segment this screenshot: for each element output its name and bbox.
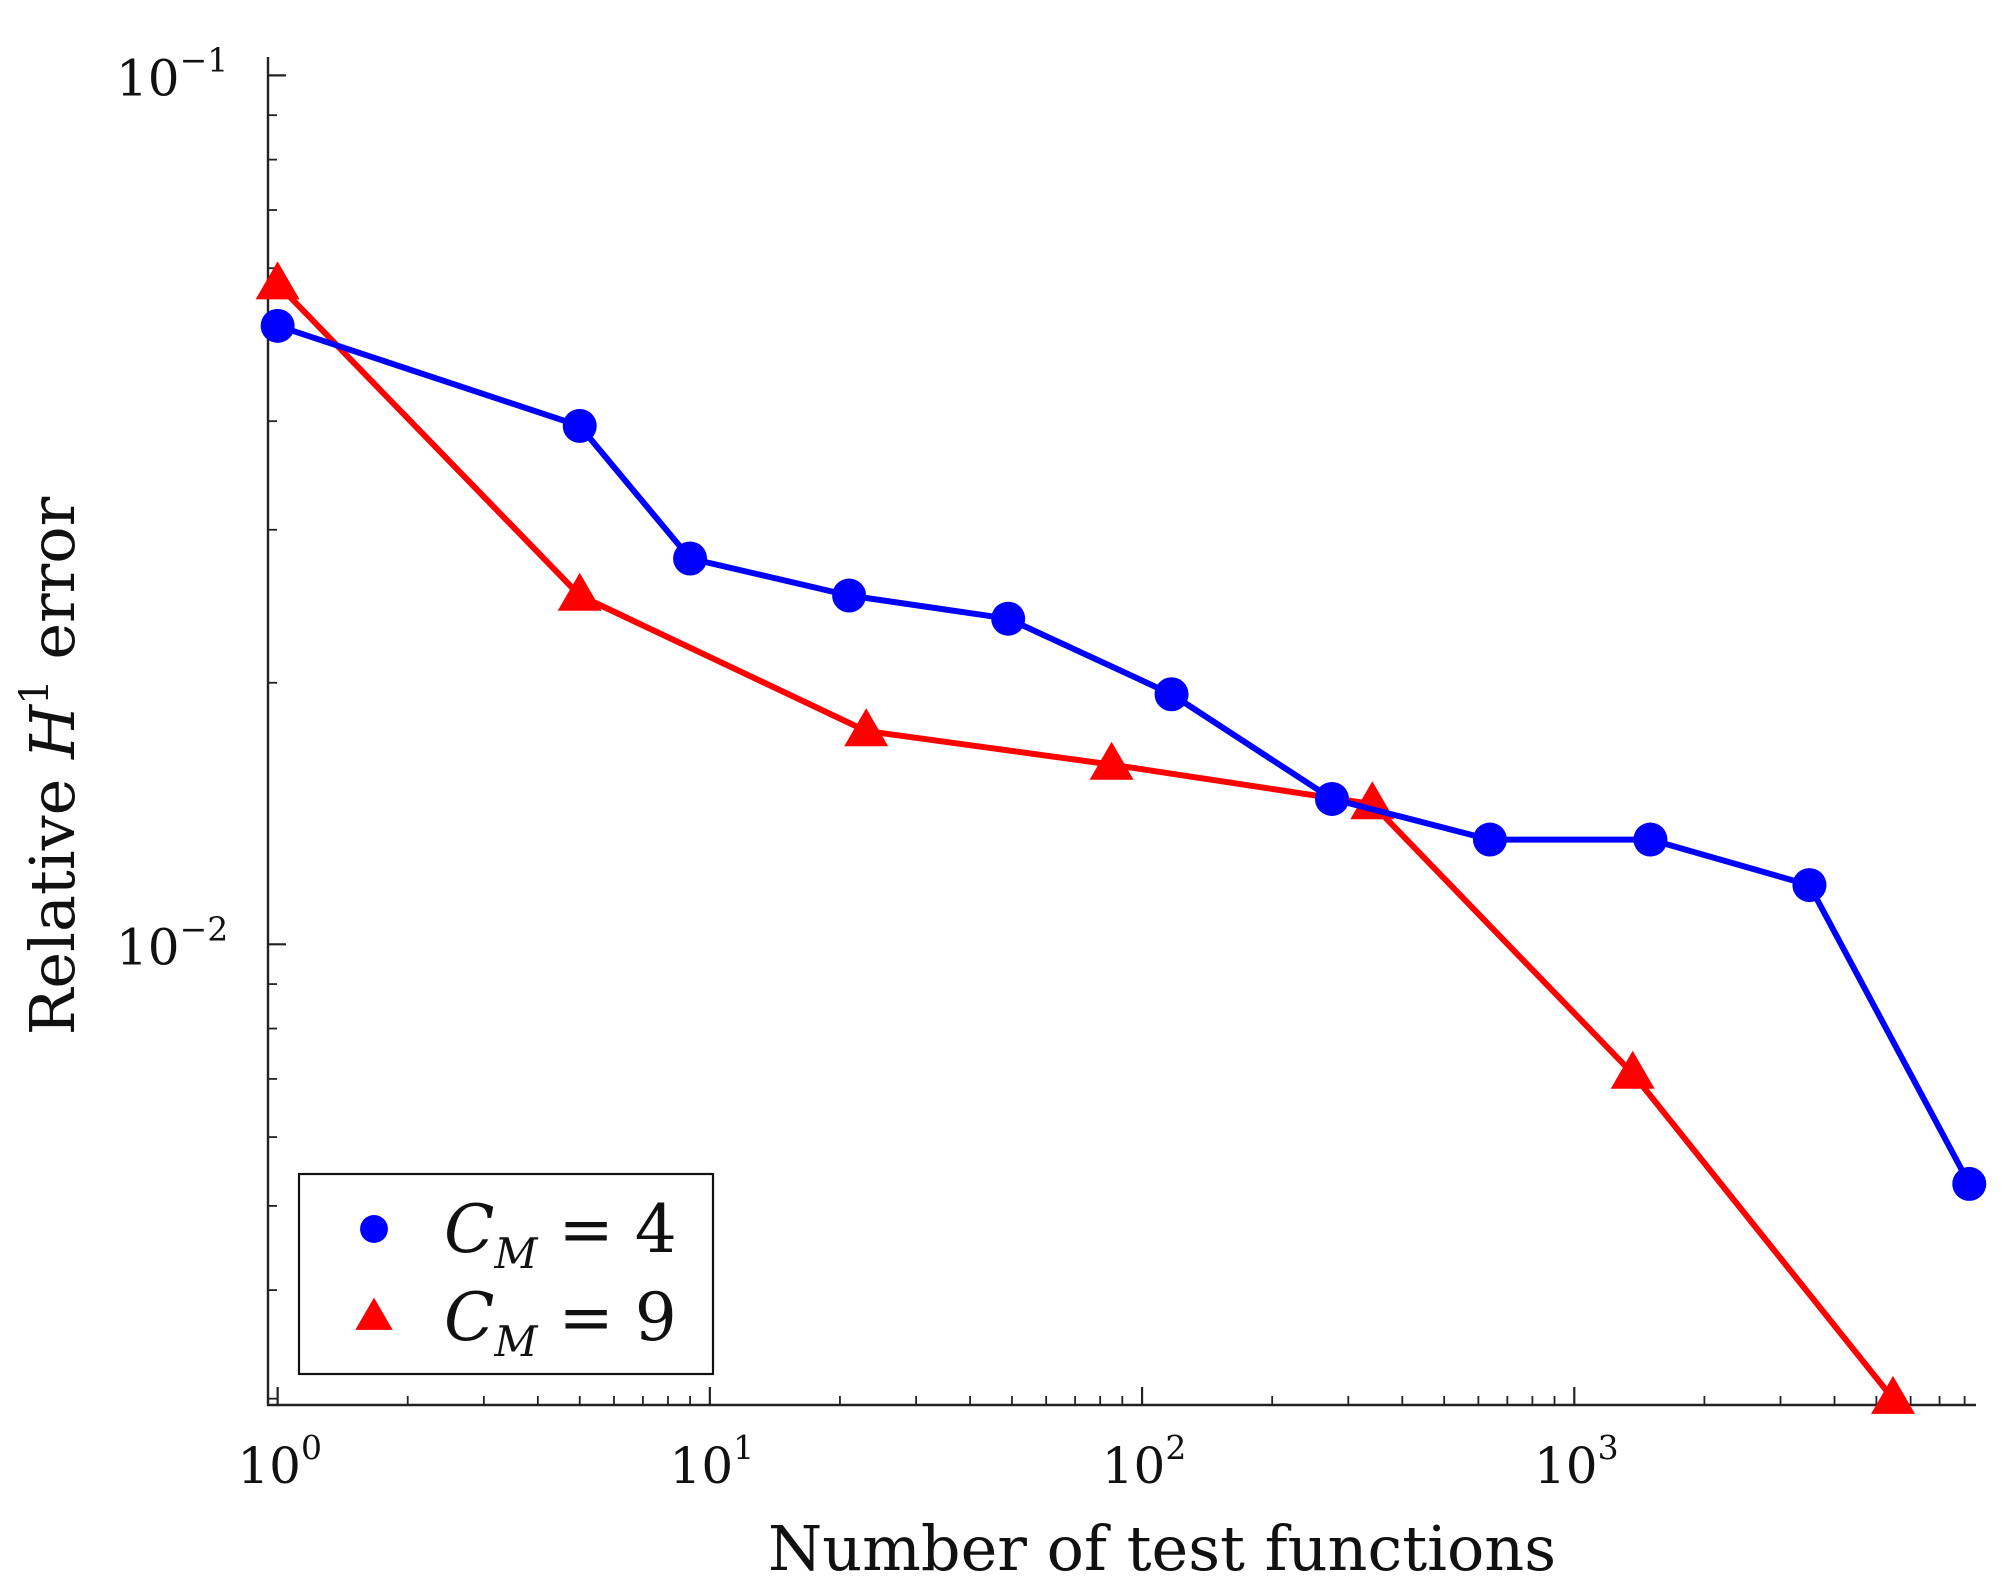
x-tick-label: 103 [1534,1428,1619,1495]
legend-entry-1-var: C [444,1191,495,1268]
series-cm4-point [1154,677,1189,712]
x-tick-label: 102 [1102,1428,1187,1495]
x-tick-label-exponent: 1 [733,1428,754,1467]
x-tick-label-base: 10 [237,1437,301,1495]
series-cm9-point [1871,1375,1915,1414]
legend-entry-2: CM = 9 [355,1279,677,1366]
series-cm4-point [673,541,708,576]
y-axis-title: Relative H1 error [12,496,89,1035]
y-axis-title-text-end: error [16,496,89,679]
legend-entry-2-marker [355,1297,393,1330]
series-cm9-point [557,572,602,611]
legend-entry-1-label: CM = 4 [444,1191,677,1278]
series-group [255,261,1987,1414]
y-tick-label-base: 10 [116,918,180,976]
x-tick-label-exponent: 2 [1165,1428,1186,1467]
legend-entry-1-rest: = 4 [538,1191,677,1268]
x-tick-label-base: 10 [1534,1437,1598,1495]
series-cm4-point [1472,822,1507,857]
legend-entry-1-marker [360,1215,388,1243]
y-axis-title-text: Relative [16,759,89,1035]
legend: CM = 4CM = 9 [297,1172,715,1376]
y-tick-label-base: 10 [116,49,180,107]
series-cm9-point [255,261,300,300]
x-tick-label-exponent: 0 [301,1428,322,1467]
series-cm9-point [844,708,889,747]
series-cm4 [260,308,1987,1201]
series-cm4-point [1314,781,1349,816]
y-tick-label-exponent: −1 [180,40,229,79]
series-cm4-point [1792,868,1827,903]
series-cm9-point [1610,1050,1655,1089]
y-tick-label-exponent: −2 [180,909,229,948]
legend-entry-1-sub: M [494,1229,539,1278]
series-cm4-point [1952,1166,1987,1201]
series-cm9 [255,261,1915,1414]
legend-entry-2-sub: M [494,1317,539,1366]
y-tick-label: 10−2 [116,909,228,976]
series-cm4-point [562,408,597,443]
legend-entry-1: CM = 4 [360,1191,677,1278]
y-axis-title-superscript: 1 [12,679,58,704]
series-cm4-point [1633,822,1668,857]
legend-entry-2-label: CM = 9 [444,1279,677,1366]
y-tick-label: 10−1 [116,40,228,107]
x-tick-label: 100 [237,1428,322,1495]
series-cm4-point [260,308,295,343]
legend-entry-2-var: C [444,1279,495,1356]
series-cm4-point [991,601,1026,636]
series-cm4-point [832,578,867,613]
series-cm9-point [1089,741,1134,780]
legend-entry-2-rest: = 9 [538,1279,677,1356]
x-tick-label-exponent: 3 [1598,1428,1619,1467]
x-tick-label-base: 10 [670,1437,734,1495]
x-tick-label-base: 10 [1102,1437,1166,1495]
y-axis-title-variable: H [16,703,89,760]
legend-box [297,1172,715,1376]
x-axis-title: Number of test functions [768,1512,1556,1584]
x-tick-label: 101 [670,1428,755,1495]
